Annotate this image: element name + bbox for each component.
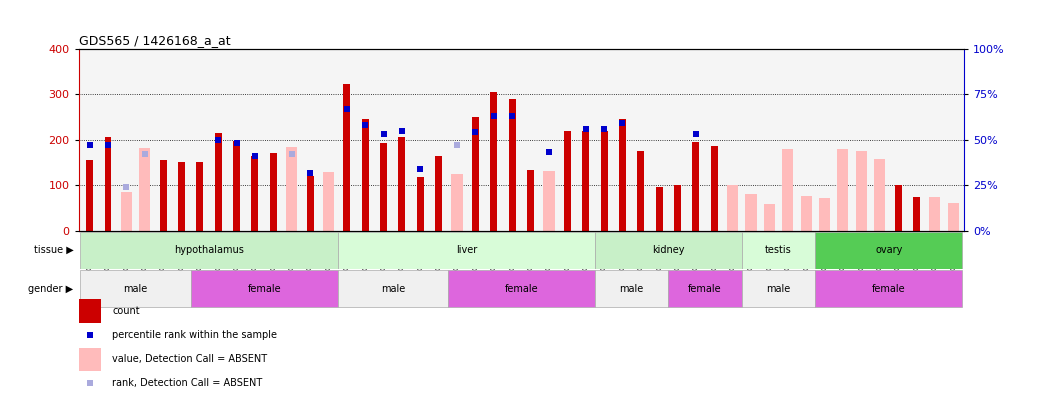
Bar (855, 151, 867, 231)
Bar (764, 203, 774, 231)
Bar (913, 197, 920, 231)
Bar (417, 177, 423, 231)
Bar (874, 159, 886, 231)
Bar (79, 348, 101, 371)
Bar (508, 99, 516, 231)
FancyBboxPatch shape (191, 270, 337, 307)
Bar (947, 203, 959, 231)
Bar (472, 117, 479, 231)
Text: gender ▶: gender ▶ (28, 284, 73, 294)
Text: female: female (504, 284, 539, 294)
Bar (745, 194, 757, 231)
Text: percentile rank within the sample: percentile rank within the sample (112, 330, 278, 340)
FancyBboxPatch shape (742, 270, 815, 307)
Bar (398, 136, 406, 231)
Text: male: male (766, 284, 791, 294)
Text: female: female (247, 284, 281, 294)
Text: GDS565 / 1426168_a_at: GDS565 / 1426168_a_at (79, 34, 231, 47)
Bar (380, 143, 387, 231)
Text: female: female (872, 284, 905, 294)
Bar (801, 196, 812, 231)
Bar (674, 185, 681, 231)
FancyBboxPatch shape (447, 270, 595, 307)
Bar (344, 84, 350, 231)
Bar (159, 160, 167, 231)
Bar (583, 130, 589, 231)
FancyBboxPatch shape (337, 232, 595, 269)
Text: tissue ▶: tissue ▶ (34, 245, 73, 255)
Bar (782, 149, 793, 231)
Bar (727, 185, 738, 231)
Bar (619, 119, 626, 231)
Bar (564, 131, 571, 231)
Text: hypothalamus: hypothalamus (174, 245, 244, 255)
Text: value, Detection Call = ABSENT: value, Detection Call = ABSENT (112, 354, 267, 364)
FancyBboxPatch shape (742, 232, 815, 269)
Text: female: female (689, 284, 722, 294)
Bar (215, 133, 222, 231)
FancyBboxPatch shape (815, 232, 962, 269)
Bar (121, 192, 132, 231)
Bar (105, 136, 111, 231)
FancyBboxPatch shape (337, 270, 447, 307)
Text: liver: liver (456, 245, 477, 255)
Bar (252, 156, 259, 231)
Text: rank, Detection Call = ABSENT: rank, Detection Call = ABSENT (112, 378, 262, 388)
FancyBboxPatch shape (669, 270, 742, 307)
Text: male: male (619, 284, 643, 294)
Bar (490, 92, 498, 231)
Bar (930, 197, 940, 231)
FancyBboxPatch shape (815, 270, 962, 307)
Bar (656, 187, 662, 231)
FancyBboxPatch shape (595, 232, 742, 269)
Text: male: male (380, 284, 405, 294)
Bar (362, 119, 369, 231)
Bar (818, 198, 830, 231)
Bar (86, 160, 93, 231)
Bar (693, 142, 699, 231)
Bar (837, 149, 849, 231)
Bar (323, 172, 334, 231)
Bar (196, 162, 203, 231)
Text: kidney: kidney (652, 245, 684, 255)
Bar (527, 170, 534, 231)
FancyBboxPatch shape (595, 270, 669, 307)
Bar (233, 141, 240, 231)
FancyBboxPatch shape (81, 232, 337, 269)
Bar (435, 156, 442, 231)
Bar (79, 299, 101, 323)
Bar (178, 162, 185, 231)
Bar (139, 148, 150, 231)
Bar (601, 131, 608, 231)
Bar (286, 147, 298, 231)
Bar (269, 153, 277, 231)
Bar (307, 176, 313, 231)
FancyBboxPatch shape (81, 270, 191, 307)
Text: count: count (112, 306, 139, 315)
Text: testis: testis (765, 245, 792, 255)
Bar (452, 174, 462, 231)
Text: male: male (124, 284, 148, 294)
Bar (637, 151, 645, 231)
Bar (543, 171, 554, 231)
Bar (895, 185, 901, 231)
Text: ovary: ovary (875, 245, 902, 255)
Bar (711, 146, 718, 231)
